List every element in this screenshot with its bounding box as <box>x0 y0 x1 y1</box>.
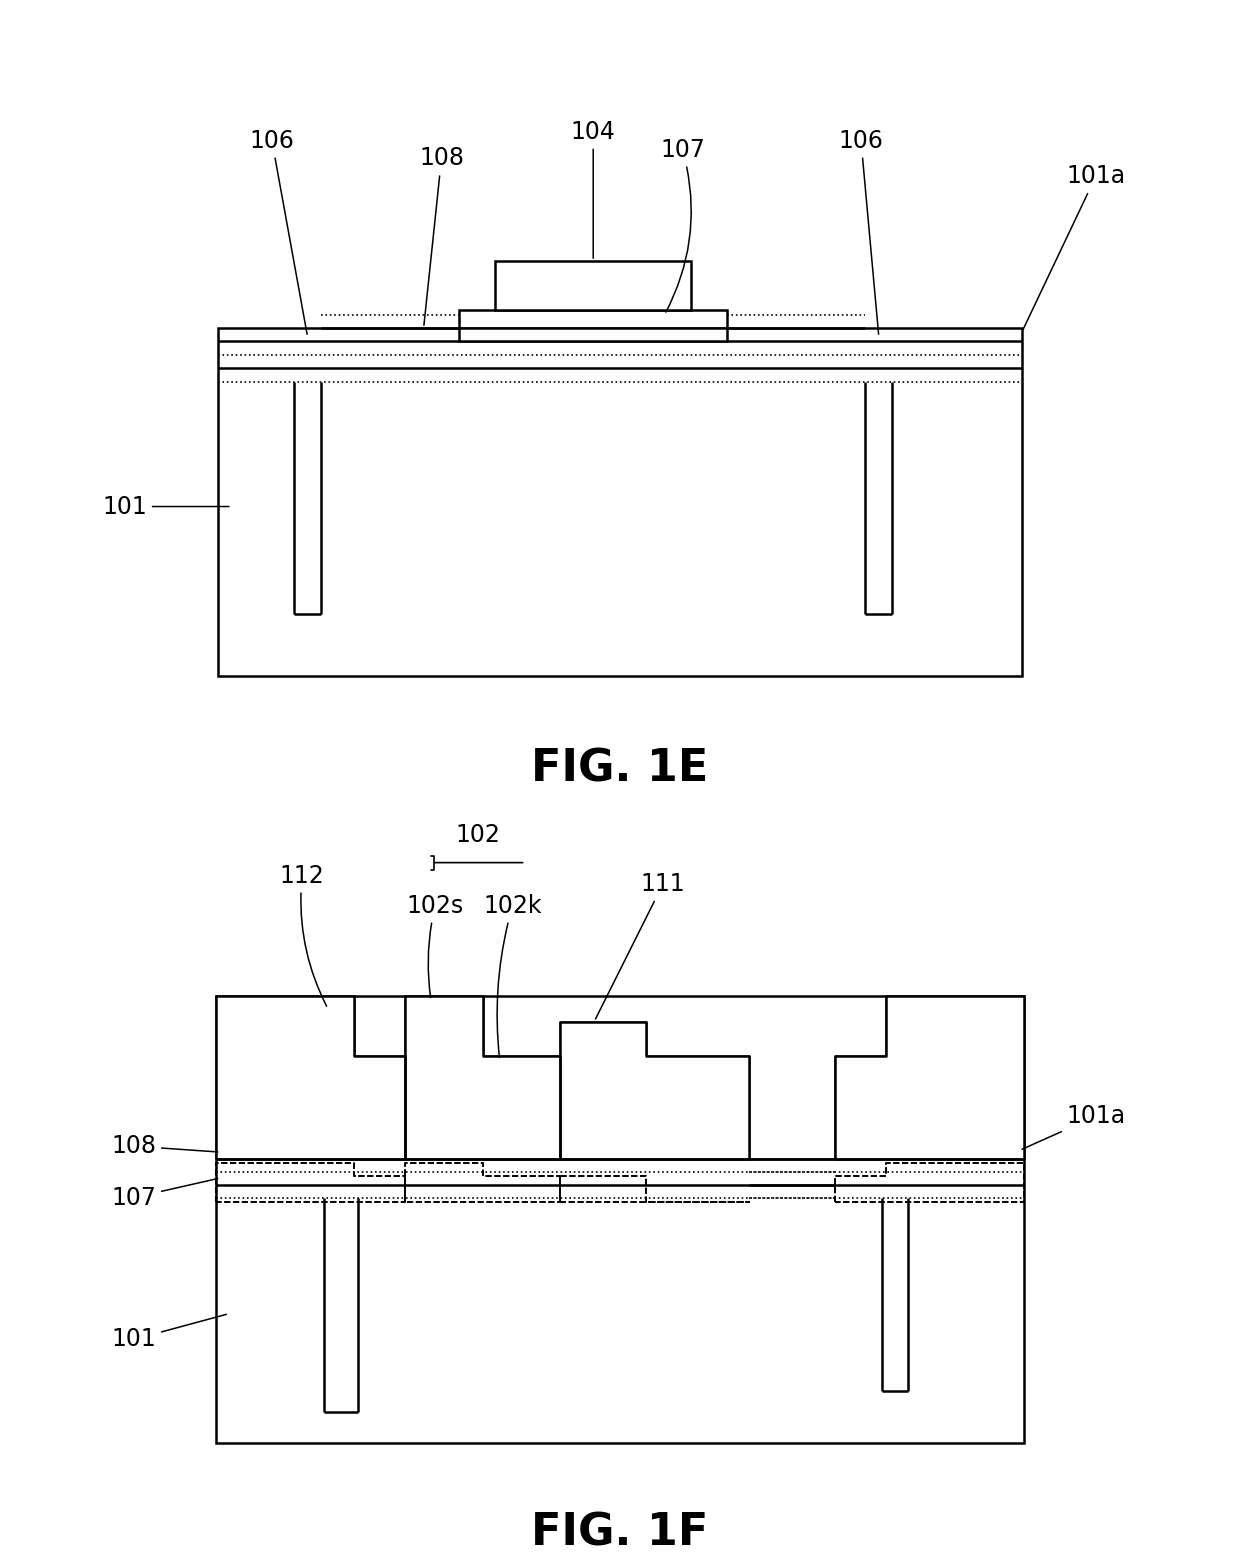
Text: 102: 102 <box>456 823 501 847</box>
Text: 107: 107 <box>112 1178 218 1209</box>
Text: 107: 107 <box>660 137 704 312</box>
Text: 108: 108 <box>419 147 464 325</box>
Polygon shape <box>216 997 405 1159</box>
Polygon shape <box>560 1022 749 1159</box>
Text: 102k: 102k <box>484 893 542 1057</box>
Text: 101a: 101a <box>1023 164 1126 330</box>
Bar <box>459 311 727 328</box>
Text: 111: 111 <box>595 872 686 1018</box>
Bar <box>218 328 1022 676</box>
Text: 106: 106 <box>838 128 883 334</box>
Text: 101: 101 <box>102 495 229 519</box>
Text: 112: 112 <box>280 864 326 1006</box>
Text: 101a: 101a <box>1022 1104 1126 1150</box>
Text: 108: 108 <box>112 1134 218 1157</box>
Text: FIG. 1F: FIG. 1F <box>532 1512 708 1554</box>
Text: 104: 104 <box>570 120 616 258</box>
Text: 102s: 102s <box>407 893 464 997</box>
Bar <box>216 997 1024 1443</box>
Polygon shape <box>835 997 1024 1159</box>
Text: 101: 101 <box>112 1314 227 1351</box>
Bar <box>495 261 692 311</box>
Polygon shape <box>405 997 560 1159</box>
Polygon shape <box>835 997 1024 1159</box>
Bar <box>459 328 727 342</box>
Polygon shape <box>216 997 405 1159</box>
Polygon shape <box>560 1022 749 1159</box>
Text: 106: 106 <box>249 128 308 334</box>
Text: FIG. 1E: FIG. 1E <box>531 748 709 790</box>
Polygon shape <box>405 997 560 1159</box>
